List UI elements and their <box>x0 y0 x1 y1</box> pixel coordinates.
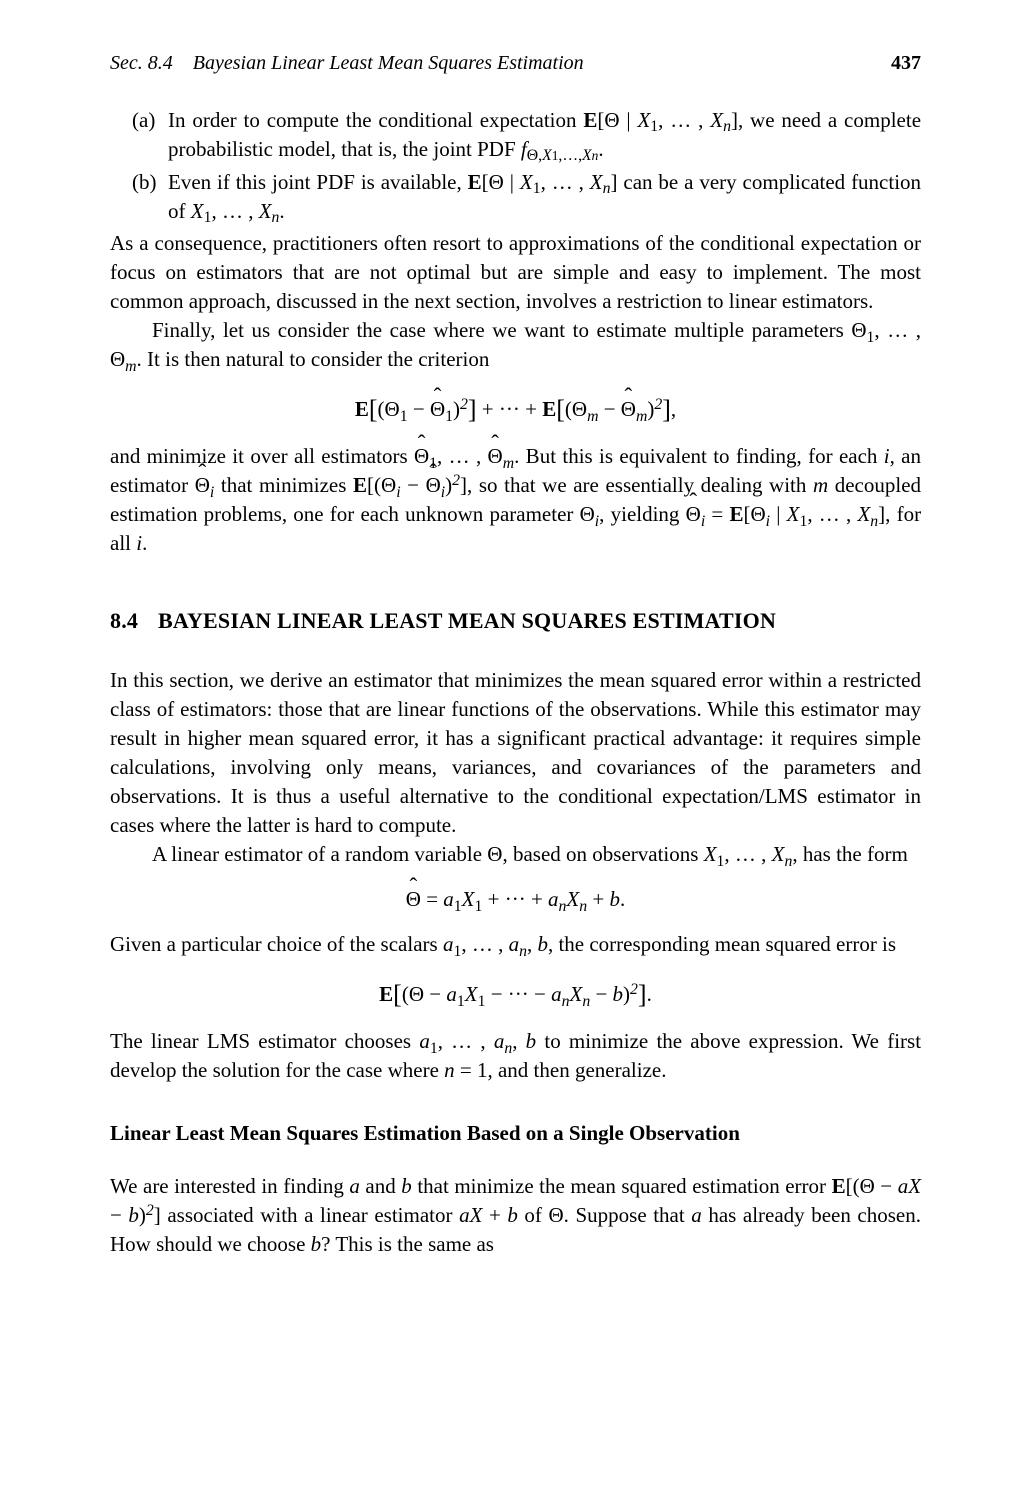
equation-mse: E[(Θ − a1X1 − ··· − anXn − b)2]. <box>110 975 921 1011</box>
section-paragraph-1: In this section, we derive an estimator … <box>110 666 921 840</box>
list-marker-b: (b) <box>132 168 168 226</box>
list-body-b: Even if this joint PDF is available, E[Θ… <box>168 168 921 226</box>
paragraph-multiple-params: Finally, let us consider the case where … <box>110 316 921 374</box>
list-item-a: (a) In order to compute the conditional … <box>132 106 921 164</box>
paragraph-consequence: As a consequence, practitioners often re… <box>110 229 921 316</box>
section-paragraph-2: A linear estimator of a random variable … <box>110 840 921 869</box>
section-heading: 8.4 BAYESIAN LINEAR LEAST MEAN SQUARES E… <box>110 606 921 636</box>
list-marker-a: (a) <box>132 106 168 164</box>
equation-linear-estimator: Θ = a1X1 + ··· + anXn + b. <box>110 885 921 914</box>
header-left: Sec. 8.4 Bayesian Linear Least Mean Squa… <box>110 50 584 78</box>
section-paragraph-3: Given a particular choice of the scalars… <box>110 930 921 959</box>
section-paragraph-4: The linear LMS estimator chooses a1, … ,… <box>110 1027 921 1085</box>
page-number: 437 <box>891 50 921 78</box>
section-number: 8.4 <box>110 606 158 636</box>
subsection-heading: Linear Least Mean Squares Estimation Bas… <box>110 1119 921 1148</box>
list-item-b: (b) Even if this joint PDF is available,… <box>132 168 921 226</box>
equation-sum-mse: E[(Θ1 − Θ1)2] + ··· + E[(Θm − Θm)2], <box>110 390 921 426</box>
section-title: BAYESIAN LINEAR LEAST MEAN SQUARES ESTIM… <box>158 606 776 636</box>
subsection-paragraph-1: We are interested in finding a and b tha… <box>110 1172 921 1259</box>
list-body-a: In order to compute the conditional expe… <box>168 106 921 164</box>
paragraph-decoupled: and minimize it over all estimators Θ1, … <box>110 442 921 558</box>
running-header: Sec. 8.4 Bayesian Linear Least Mean Squa… <box>110 50 921 78</box>
